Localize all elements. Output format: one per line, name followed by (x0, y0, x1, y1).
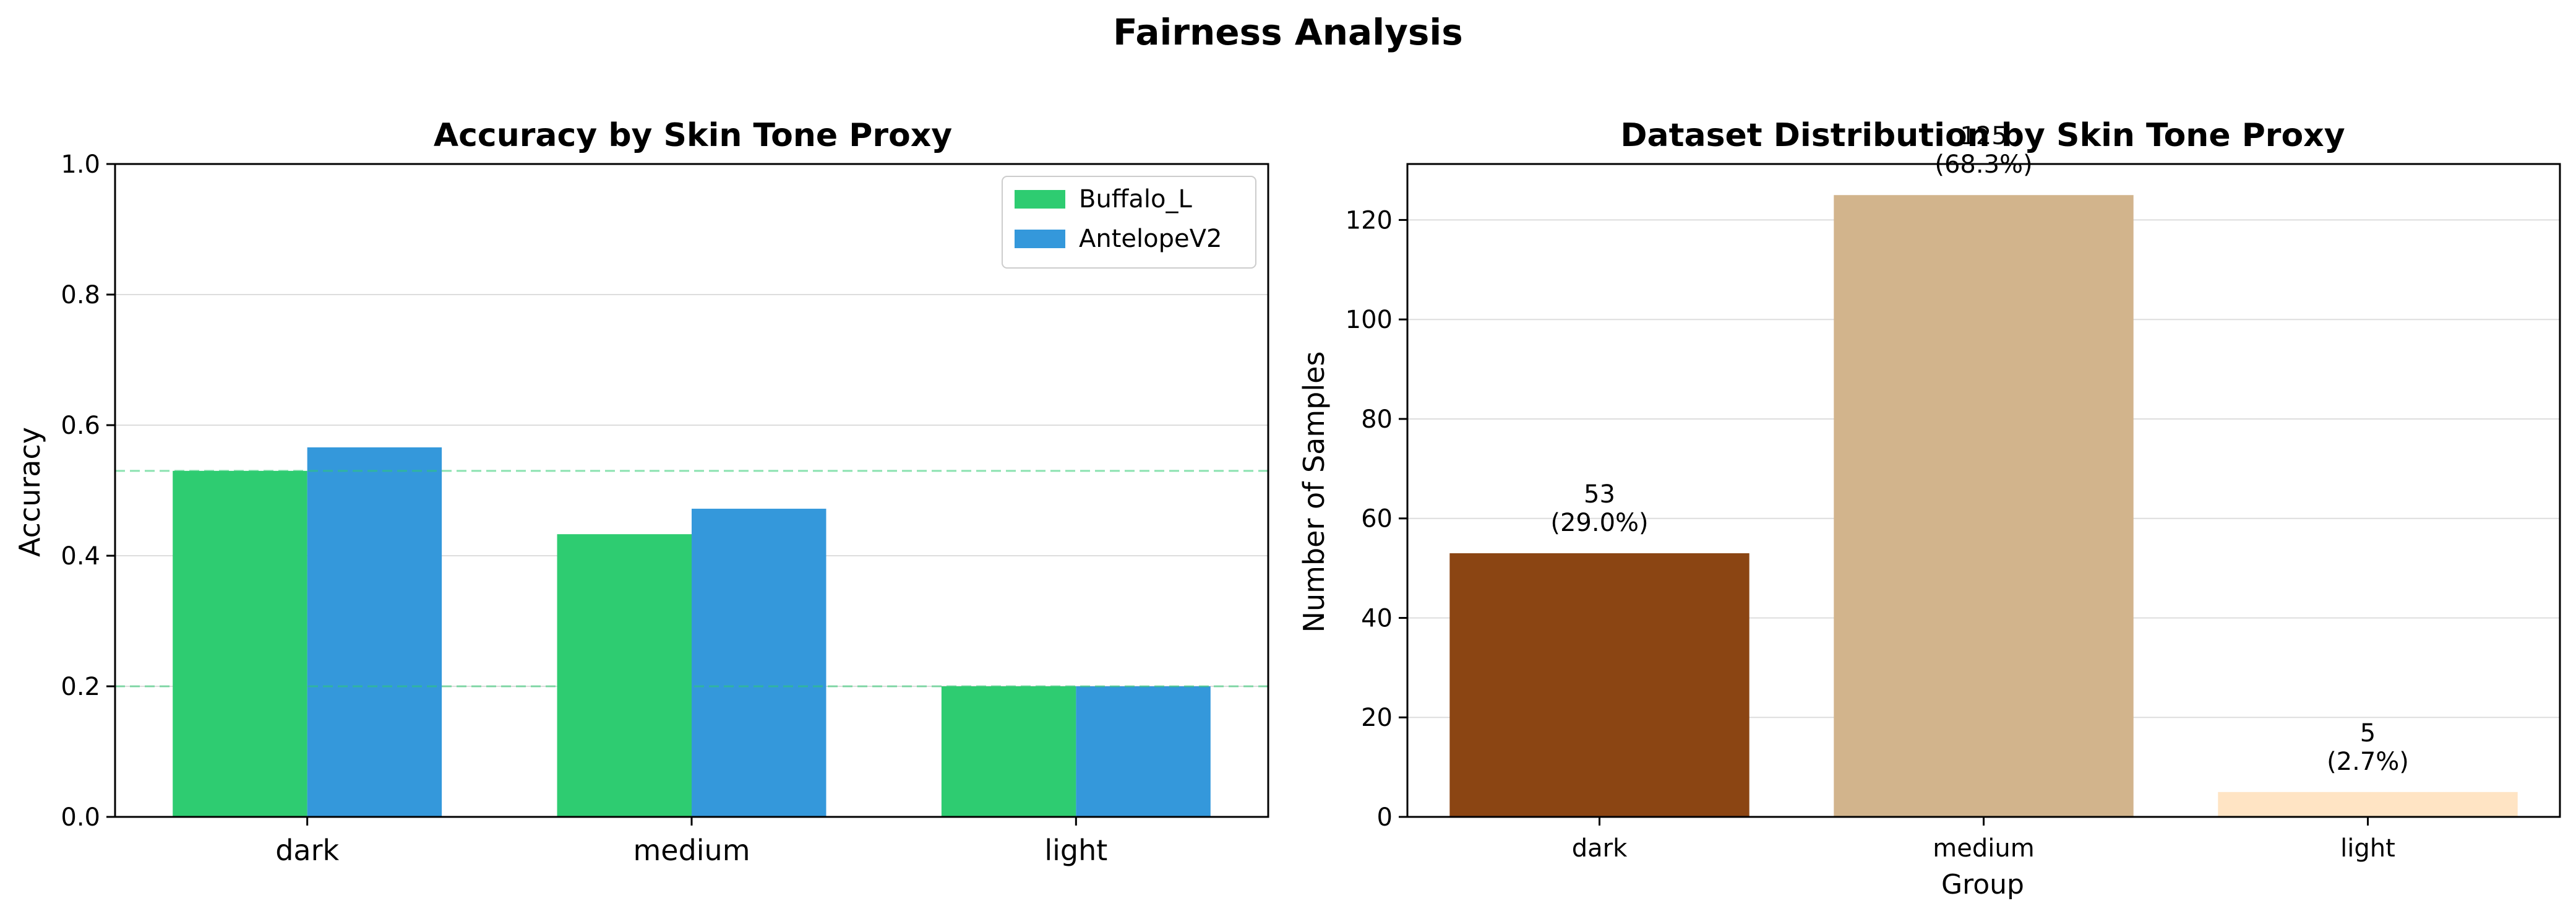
data-label: (2.7%) (2327, 748, 2409, 776)
y-tick-label: 1.0 (61, 150, 100, 179)
bar-antelopev2-medium (692, 509, 826, 817)
y-tick-label: 0.8 (61, 281, 100, 309)
legend-swatch (1015, 190, 1065, 209)
distribution-chart-ylabel: Number of Samples (1297, 352, 1331, 633)
y-tick-label: 0 (1377, 803, 1393, 832)
bar-antelopev2-light (1076, 686, 1211, 817)
distribution-chart: Dataset Distribution by Skin Tone Proxy … (1297, 117, 2561, 900)
distribution-chart-xlabel: Group (1941, 869, 2024, 900)
bar-dark (1449, 553, 1750, 817)
y-tick-label: 40 (1361, 604, 1393, 632)
y-tick-label: 60 (1361, 505, 1393, 533)
y-tick-label: 20 (1361, 704, 1393, 732)
legend-label: Buffalo_L (1079, 185, 1192, 214)
x-tick-label: light (2340, 834, 2395, 863)
y-tick-label: 0.6 (61, 412, 100, 440)
bar-light (2218, 792, 2518, 817)
accuracy-chart: Accuracy by Skin Tone Proxy Accuracy 0.0… (13, 117, 1269, 867)
x-tick-label: light (1044, 834, 1107, 867)
legend-swatch (1015, 230, 1065, 248)
bar-antelopev2-dark (307, 447, 442, 817)
x-tick-label: medium (633, 834, 750, 867)
data-label: (29.0%) (1550, 509, 1648, 537)
data-label: 53 (1584, 480, 1615, 509)
y-tick-label: 100 (1346, 306, 1393, 334)
x-tick-label: medium (1933, 834, 2034, 863)
y-tick-label: 0.4 (61, 542, 100, 571)
distribution-chart-title: Dataset Distribution by Skin Tone Proxy (1620, 117, 2345, 154)
bar-medium (1834, 195, 2134, 817)
bar-buffalo-l-dark (173, 470, 307, 817)
y-tick-label: 120 (1346, 206, 1393, 235)
bar-buffalo-l-light (941, 686, 1076, 817)
x-tick-label: dark (1572, 834, 1628, 863)
legend-label: AntelopeV2 (1079, 225, 1222, 253)
y-tick-label: 0.2 (61, 673, 100, 701)
accuracy-chart-title: Accuracy by Skin Tone Proxy (434, 117, 952, 154)
y-tick-label: 0.0 (61, 803, 100, 832)
bar-buffalo-l-medium (557, 534, 692, 817)
legend-box (1002, 176, 1256, 269)
accuracy-chart-ylabel: Accuracy (13, 427, 46, 557)
figure-suptitle: Fairness Analysis (1113, 11, 1463, 53)
data-label: 125 (1960, 122, 2007, 150)
data-label: 5 (2360, 719, 2376, 748)
x-tick-label: dark (275, 834, 339, 867)
y-tick-label: 80 (1361, 405, 1393, 434)
